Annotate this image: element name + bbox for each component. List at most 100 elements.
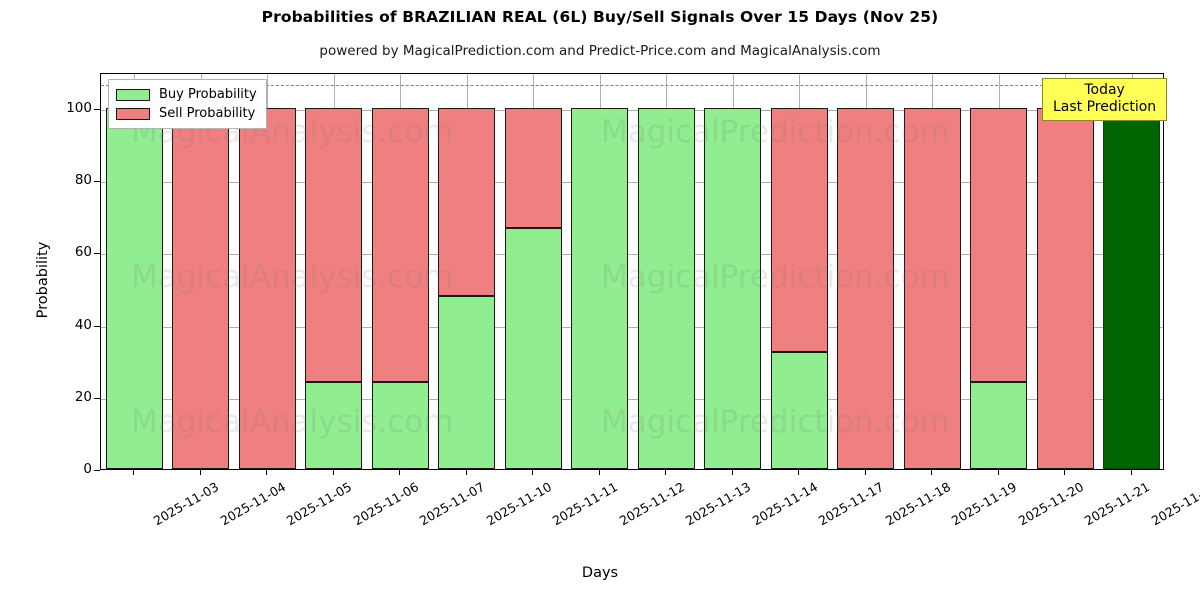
bar-segment-sell[interactable] — [770, 108, 828, 353]
x-tick-label: 2025-11-17 — [815, 479, 887, 529]
y-tick-mark — [94, 109, 100, 111]
x-tick-label: 2025-11-24 — [1148, 479, 1200, 529]
x-tick-mark — [798, 470, 799, 475]
today-annotation: Today Last Prediction — [1042, 78, 1168, 121]
x-tick-label: 2025-11-11 — [549, 479, 621, 529]
y-tick-label: 40 — [74, 316, 92, 333]
bar-segment-sell[interactable] — [371, 108, 429, 383]
x-tick-label: 2025-11-18 — [882, 479, 953, 529]
legend-label: Buy Probability — [159, 87, 257, 102]
x-tick-mark — [266, 470, 267, 475]
bar-segment-buy[interactable] — [704, 108, 762, 469]
x-tick-mark — [998, 470, 999, 475]
x-tick-label: 2025-11-14 — [749, 479, 820, 529]
y-tick-mark — [94, 470, 100, 471]
gridline-horizontal — [101, 254, 1163, 256]
bar-segment-buy[interactable] — [504, 228, 562, 469]
plot-area: MagicalAnalysis.comMagicalPrediction.com… — [100, 73, 1164, 470]
bar-segment-sell[interactable] — [172, 108, 230, 469]
x-tick-mark — [133, 470, 134, 475]
x-tick-mark — [333, 470, 334, 475]
bars-layer — [101, 74, 1163, 469]
gridline-horizontal — [101, 326, 1163, 328]
bar-group[interactable] — [704, 74, 762, 469]
x-tick-label: 2025-11-06 — [350, 479, 421, 529]
x-tick-label: 2025-11-07 — [416, 479, 488, 529]
bar-segment-sell[interactable] — [903, 108, 961, 469]
bar-group[interactable] — [172, 74, 230, 469]
bar-group[interactable] — [1103, 74, 1161, 469]
x-tick-label: 2025-11-05 — [283, 479, 355, 529]
bar-group[interactable] — [571, 74, 629, 469]
x-tick-label: 2025-11-13 — [682, 479, 754, 529]
y-tick-label: 60 — [74, 244, 92, 261]
legend-item[interactable]: Sell Probability — [116, 104, 257, 123]
threshold-dashed-line — [101, 84, 1163, 86]
x-axis-label: Days — [581, 565, 619, 581]
chart-legend: Buy Probability Sell Probability — [108, 79, 267, 129]
x-tick-label: 2025-11-19 — [948, 479, 1020, 529]
bar-group[interactable] — [105, 74, 163, 469]
bar-segment-sell[interactable] — [837, 108, 895, 469]
y-tick-mark — [94, 397, 100, 399]
bar-segment-sell[interactable] — [438, 108, 496, 296]
y-tick-label: 0 — [83, 461, 92, 477]
y-tick-mark — [94, 325, 100, 327]
x-tick-label: 2025-11-03 — [150, 479, 222, 529]
gridline-horizontal — [101, 398, 1163, 400]
bar-segment-today[interactable] — [1103, 108, 1161, 469]
chart-title: Probabilities of BRAZILIAN REAL (6L) Buy… — [261, 8, 939, 26]
bar-segment-sell[interactable] — [1036, 108, 1094, 469]
legend-item[interactable]: Buy Probability — [116, 85, 257, 104]
bar-group[interactable] — [371, 74, 429, 469]
legend-swatch — [116, 107, 150, 120]
bar-segment-buy[interactable] — [970, 382, 1028, 469]
bar-group[interactable] — [837, 74, 895, 469]
bar-segment-sell[interactable] — [238, 108, 296, 469]
x-tick-mark — [1131, 470, 1132, 475]
y-tick-mark — [94, 253, 100, 255]
bar-group[interactable] — [504, 74, 562, 469]
y-tick-label: 100 — [66, 100, 92, 117]
chart-subtitle: powered by MagicalPrediction.com and Pre… — [319, 43, 881, 59]
bar-group[interactable] — [903, 74, 961, 469]
bar-segment-buy[interactable] — [371, 382, 429, 469]
bar-segment-buy[interactable] — [770, 352, 828, 469]
x-tick-mark — [599, 470, 600, 475]
x-tick-mark — [865, 470, 866, 475]
bar-group[interactable] — [305, 74, 363, 469]
x-tick-mark — [399, 470, 400, 475]
x-tick-label: 2025-11-04 — [217, 479, 288, 529]
bar-segment-buy[interactable] — [637, 108, 695, 469]
x-tick-label: 2025-11-21 — [1081, 479, 1153, 529]
x-tick-mark — [732, 470, 733, 475]
gridline-horizontal — [101, 110, 1163, 112]
today-annotation-line1: Today — [1084, 82, 1125, 98]
x-tick-mark — [466, 470, 467, 475]
y-tick-mark — [94, 181, 100, 183]
bar-segment-sell[interactable] — [970, 108, 1028, 383]
legend-label: Sell Probability — [159, 106, 256, 121]
x-tick-mark — [200, 470, 201, 475]
today-annotation-line2: Last Prediction — [1053, 99, 1157, 115]
bar-segment-buy[interactable] — [105, 108, 163, 469]
x-tick-label: 2025-11-20 — [1015, 479, 1086, 529]
y-tick-label: 20 — [74, 388, 92, 405]
bar-group[interactable] — [438, 74, 496, 469]
bar-segment-buy[interactable] — [305, 382, 363, 469]
bar-group[interactable] — [1036, 74, 1094, 469]
x-tick-label: 2025-11-12 — [616, 479, 687, 529]
x-tick-mark — [665, 470, 666, 475]
bar-group[interactable] — [637, 74, 695, 469]
bar-group[interactable] — [238, 74, 296, 469]
bar-segment-sell[interactable] — [504, 108, 562, 229]
bar-segment-buy[interactable] — [438, 295, 496, 469]
bar-group[interactable] — [970, 74, 1028, 469]
bar-segment-buy[interactable] — [571, 108, 629, 469]
bar-segment-sell[interactable] — [305, 108, 363, 383]
gridline-horizontal — [101, 182, 1163, 184]
bar-group[interactable] — [770, 74, 828, 469]
x-tick-mark — [931, 470, 932, 475]
legend-swatch — [116, 88, 150, 101]
